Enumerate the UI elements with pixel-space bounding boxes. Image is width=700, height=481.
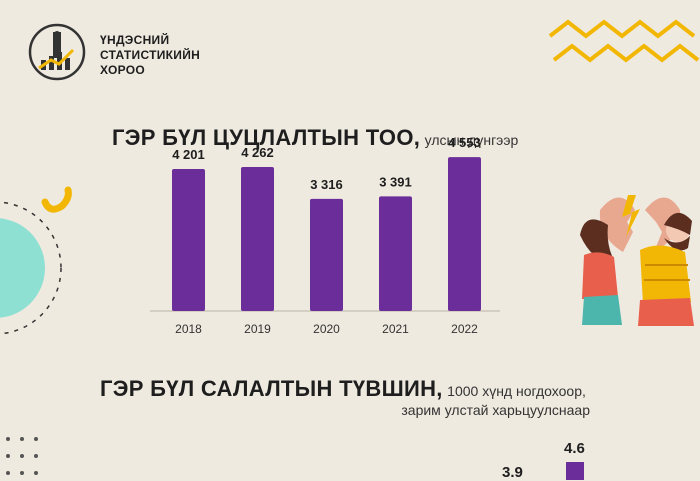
data-label-2022: 4 553 [448, 135, 481, 150]
bar-2019 [241, 166, 274, 311]
bottom-chart-value: 3.9 [502, 464, 523, 481]
yellow-squiggle [41, 186, 72, 213]
nso-logo-icon [28, 23, 86, 81]
bar-2021 [379, 196, 412, 311]
org-name-line: СТАТИСТИКИЙН [100, 48, 201, 62]
bar-2022 [448, 157, 481, 311]
org-name-line: ҮНДЭСНИЙ [100, 33, 170, 47]
data-label-2019: 4 262 [241, 145, 274, 160]
zigzag-decoration [548, 19, 700, 63]
x-tick-label-2021: 2021 [382, 322, 409, 336]
dot-grid [6, 437, 38, 475]
org-name-line: ХОРОО [100, 63, 146, 77]
x-tick-label-2022: 2022 [451, 322, 478, 336]
chart-title: ГЭР БҮЛ ЦУЦЛАЛТЫН ТОО, улсын дүнгээр [112, 125, 518, 151]
dashed-ring [0, 201, 62, 335]
section-title-2: ГЭР БҮЛ САЛАЛТЫН ТҮВШИН, 1000 хүнд ногдо… [100, 376, 586, 402]
data-label-2018: 4 201 [172, 147, 205, 162]
teal-circle [0, 218, 45, 318]
bar-2018 [172, 169, 205, 311]
section-title-2-main: ГЭР БҮЛ САЛАЛТЫН ТҮВШИН, [100, 376, 443, 401]
x-tick-label-2018: 2018 [175, 322, 202, 336]
chart-title-main: ГЭР БҮЛ ЦУЦЛАЛТЫН ТОО, [112, 125, 421, 150]
bottom-chart-bar [566, 462, 584, 480]
x-tick-label-2019: 2019 [244, 322, 271, 336]
broken-heart-couple-illustration [580, 195, 694, 326]
section-title-2-sub: 1000 хүнд ногдохоор, [447, 383, 586, 399]
chart-title-sub: улсын дүнгээр [424, 132, 519, 148]
data-label-2020: 3 316 [310, 177, 343, 192]
org-name: ҮНДЭСНИЙ СТАТИСТИКИЙН ХОРОО [100, 33, 200, 78]
data-label-2021: 3 391 [379, 174, 412, 189]
bottom-chart-value: 4.6 [564, 440, 585, 457]
x-tick-label-2020: 2020 [313, 322, 340, 336]
section-title-2-sub2: зарим улстай харьцуулснаар [401, 402, 590, 418]
bar-2020 [310, 198, 343, 311]
